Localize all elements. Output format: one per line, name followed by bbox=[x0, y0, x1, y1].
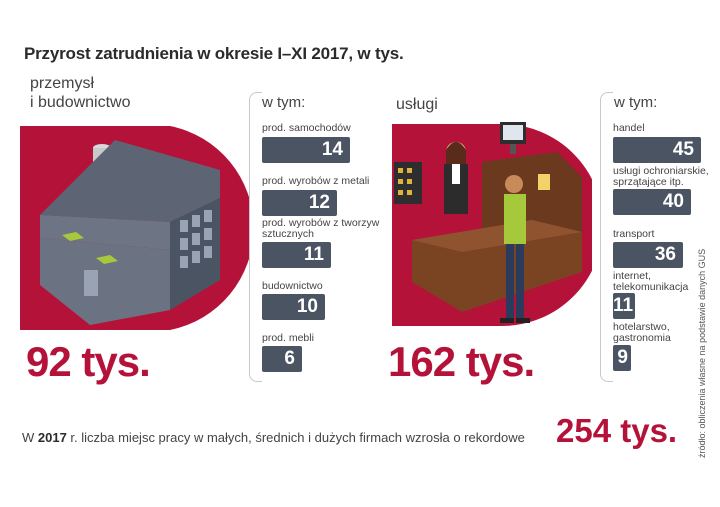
services-bar-value: 11 bbox=[613, 295, 634, 316]
services-cat-label: hotelarstwo, gastronomia bbox=[613, 321, 671, 344]
services-cat-label: usługi ochroniarskie, sprzątające itp. bbox=[613, 165, 709, 188]
services-bar-value: 45 bbox=[672, 139, 694, 160]
services-subheader: w tym: bbox=[614, 94, 658, 111]
industry-cat-label: prod. mebli bbox=[262, 332, 314, 344]
source-note: źródło: obliczenia własne na podstawie d… bbox=[697, 248, 707, 458]
services-bar: 11 bbox=[613, 293, 635, 319]
services-bar-value: 36 bbox=[654, 244, 676, 265]
services-cat-label: handel bbox=[613, 122, 645, 134]
services-bar: 36 bbox=[613, 242, 683, 268]
industry-bracket bbox=[249, 92, 262, 382]
industry-subheader: w tym: bbox=[262, 94, 306, 111]
industry-bar: 12 bbox=[262, 190, 337, 216]
services-total: 162 tys. bbox=[388, 338, 535, 385]
industry-bar-value: 6 bbox=[284, 348, 295, 369]
services-section-label: usługi bbox=[396, 96, 438, 113]
shop-illustration bbox=[392, 122, 592, 326]
industry-bar-value: 10 bbox=[296, 296, 318, 317]
industry-bar-value: 12 bbox=[308, 192, 330, 213]
industry-bar: 10 bbox=[262, 294, 325, 320]
industry-label-line-1: przemysł bbox=[30, 75, 95, 92]
grand-total: 254 tys. bbox=[556, 412, 678, 449]
footer-body: r. liczba miejsc pracy w małych, średnic… bbox=[66, 430, 525, 445]
footer-text: W 2017 r. liczba miejsc pracy w małych, … bbox=[22, 430, 525, 445]
industry-cat-label: prod. samochodów bbox=[262, 122, 351, 134]
services-bar: 45 bbox=[613, 137, 701, 163]
services-bar: 9 bbox=[613, 345, 631, 371]
chart-title: Przyrost zatrudnienia w okresie I–XI 201… bbox=[24, 44, 404, 63]
industry-bar: 14 bbox=[262, 137, 350, 163]
industry-bar-value: 14 bbox=[321, 139, 343, 160]
industry-label-line-2: i budownictwo bbox=[30, 94, 131, 111]
footer-prefix: W bbox=[22, 430, 38, 445]
footer-year: 2017 bbox=[37, 430, 67, 445]
industry-bar: 11 bbox=[262, 242, 331, 268]
services-cat-label: internet, telekomunikacja bbox=[613, 270, 689, 293]
industry-section-label: przemysł i budownictwo bbox=[30, 74, 131, 112]
factory-illustration bbox=[20, 126, 250, 330]
services-bar: 40 bbox=[613, 189, 691, 215]
industry-cat-label: prod. wyrobów z metali bbox=[262, 175, 370, 187]
services-cat-label: transport bbox=[613, 228, 655, 240]
industry-total: 92 tys. bbox=[26, 338, 151, 385]
services-bar-value: 9 bbox=[617, 347, 628, 368]
services-bracket bbox=[600, 92, 613, 382]
services-bar-value: 40 bbox=[662, 191, 684, 212]
industry-bar-value: 11 bbox=[303, 244, 324, 265]
industry-cat-label: prod. wyrobów z tworzyw sztucznych bbox=[262, 217, 380, 240]
industry-bar: 6 bbox=[262, 346, 302, 372]
industry-cat-label: budownictwo bbox=[262, 280, 323, 292]
